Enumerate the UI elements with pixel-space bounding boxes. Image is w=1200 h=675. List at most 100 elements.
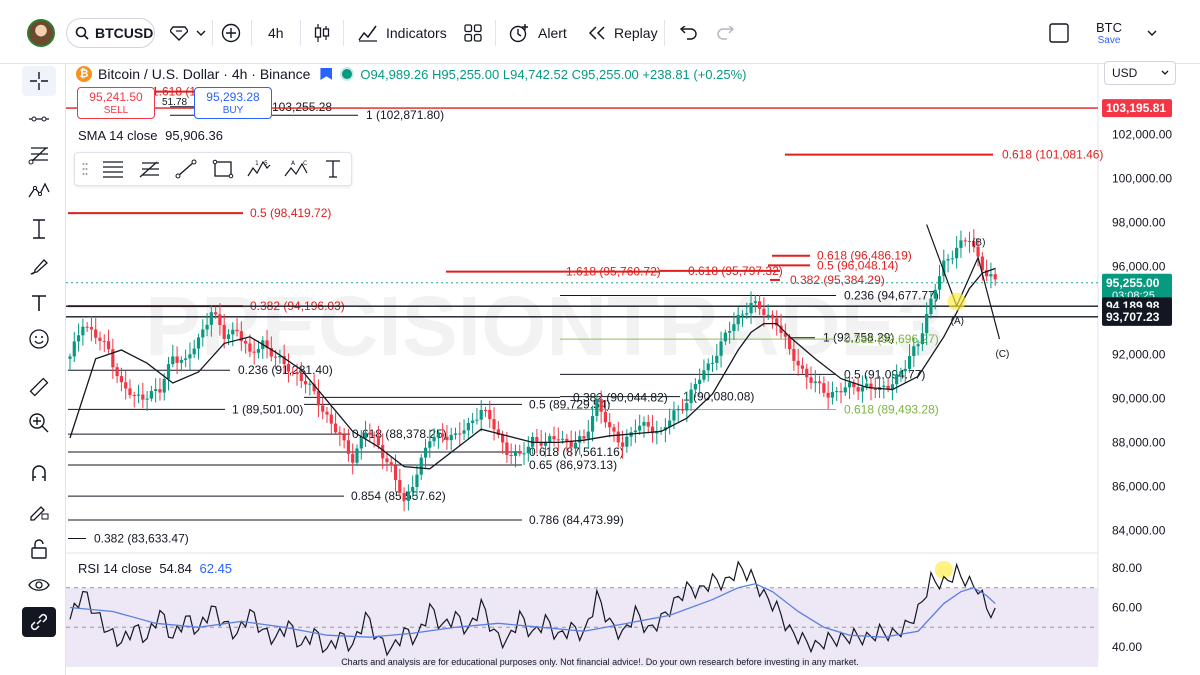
symbol-search[interactable]: BTCUSD — [66, 18, 155, 48]
alert-button[interactable]: Alert — [508, 18, 567, 48]
fib-levels-icon[interactable] — [94, 152, 131, 186]
candle-body — [539, 441, 543, 446]
measure-tool[interactable] — [22, 214, 56, 244]
candle-body — [689, 389, 693, 404]
fib-fan-icon[interactable] — [131, 152, 168, 186]
candle-body — [316, 391, 321, 406]
rsi-name: RSI 14 close — [78, 561, 152, 576]
divider — [212, 20, 213, 46]
candle-body — [646, 422, 650, 427]
candle-body — [398, 480, 402, 493]
templates-button[interactable] — [464, 18, 490, 48]
candle-body — [184, 358, 188, 360]
fib-level-label: 0.618 (88,378.25) — [352, 427, 447, 441]
candle-body — [466, 422, 470, 431]
divider — [343, 20, 344, 46]
price-tick-label: 86,000.00 — [1112, 479, 1166, 493]
candle-body — [385, 458, 389, 463]
candle-body — [980, 256, 984, 271]
candle-body — [573, 442, 578, 448]
rectangle-icon[interactable] — [204, 152, 241, 186]
brush-tool[interactable] — [22, 252, 56, 282]
wave-abc-line — [926, 224, 1001, 340]
emoji-tool[interactable] — [22, 324, 56, 354]
interval-button[interactable]: 4h — [268, 18, 284, 48]
layout-save[interactable]: BTC Save — [1088, 20, 1130, 46]
text-tool[interactable] — [22, 288, 56, 318]
fib-level-red-label: 0.5 (98,419.72) — [250, 206, 331, 220]
divider — [300, 20, 301, 46]
ruler-tool[interactable] — [22, 372, 56, 402]
candle-body — [325, 411, 329, 415]
candle-body — [976, 246, 980, 257]
redo-button[interactable] — [716, 18, 742, 48]
svg-text:A: A — [291, 160, 296, 167]
user-avatar[interactable] — [27, 19, 55, 47]
candle-body — [710, 362, 715, 364]
candle-body — [895, 374, 899, 385]
candle-body — [762, 308, 766, 315]
candle-body — [946, 259, 950, 261]
candle-body — [805, 368, 809, 378]
rsi-legend[interactable]: RSI 14 close 54.84 62.45 — [78, 561, 232, 576]
price-tick-label: 88,000.00 — [1112, 435, 1166, 449]
candle-body — [728, 330, 732, 333]
magnet-tool[interactable] — [22, 458, 56, 488]
currency-select[interactable]: USD — [1104, 61, 1176, 85]
crosshair-tool[interactable] — [22, 66, 56, 96]
add-symbol-button[interactable] — [221, 18, 249, 48]
pattern-tool[interactable] — [22, 176, 56, 206]
trendline-tool[interactable] — [22, 104, 56, 134]
line-icon — [29, 116, 49, 122]
ohlc-values: O94,989.26 H95,255.00 L94,742.52 C95,255… — [360, 67, 746, 82]
candle-body — [231, 329, 235, 335]
sell-button[interactable]: 95,241.50 SELL — [77, 87, 155, 119]
chart-type-button[interactable] — [313, 18, 339, 48]
candle-body — [929, 298, 933, 314]
undo-icon — [680, 26, 697, 40]
trendline-icon[interactable] — [168, 152, 205, 186]
fib-tool[interactable] — [22, 140, 56, 170]
eye-icon — [28, 579, 50, 591]
lock-drawing-tool[interactable] — [22, 496, 56, 526]
candle-body — [188, 354, 192, 359]
indicators-button[interactable]: Indicators — [358, 18, 447, 48]
replay-button[interactable]: Replay — [588, 18, 658, 48]
candle-body — [141, 394, 145, 400]
chevron-down-icon — [1147, 30, 1157, 36]
sma-legend[interactable]: SMA 14 close 95,906.36 — [78, 128, 223, 143]
undo-button[interactable] — [680, 18, 706, 48]
flag-icon[interactable] — [320, 68, 333, 80]
candle-body — [925, 313, 929, 334]
candle-body — [312, 383, 316, 392]
svg-text:C: C — [303, 160, 307, 167]
lock-tool[interactable] — [22, 534, 56, 564]
candle-body — [132, 394, 136, 396]
candle-body — [171, 356, 175, 365]
price-tick-label: 100,000.00 — [1112, 171, 1172, 185]
candle-body — [826, 392, 830, 398]
price-tag-label: 103,195.81 — [1106, 101, 1166, 115]
drag-handle-icon[interactable] — [75, 152, 94, 186]
candle-body — [98, 337, 102, 341]
link-tool[interactable] — [22, 607, 56, 637]
zoom-tool[interactable] — [22, 408, 56, 438]
buy-button[interactable]: 95,293.28 BUY — [194, 87, 272, 119]
candle-body — [698, 379, 702, 384]
visibility-tool[interactable] — [22, 570, 56, 600]
layout-checkbox[interactable] — [1049, 18, 1077, 48]
rsi-ma-line — [69, 583, 996, 638]
candle-body — [796, 360, 800, 366]
candle-body — [950, 258, 954, 260]
fib-level-label: 0.236 (94,677.77) — [844, 288, 939, 302]
magnet-icon — [32, 465, 46, 481]
layout-menu-button[interactable] — [1147, 18, 1165, 48]
compare-button[interactable] — [170, 18, 214, 48]
candle-body — [518, 451, 522, 454]
price-range-icon[interactable] — [314, 152, 351, 186]
svg-text:1: 1 — [255, 160, 259, 167]
